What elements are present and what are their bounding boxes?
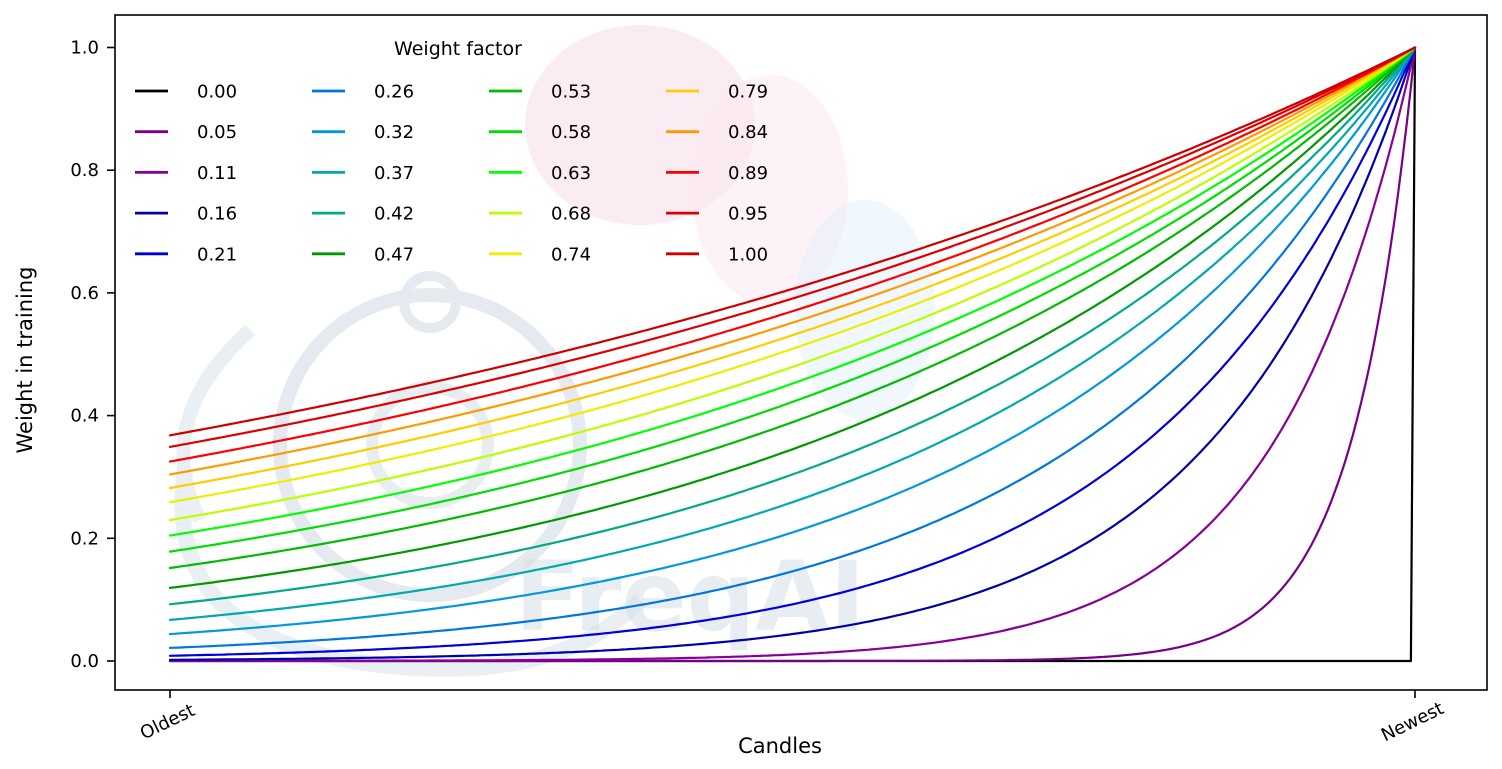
legend-label: 0.53 bbox=[551, 82, 591, 103]
legend-item: 0.89 bbox=[666, 163, 768, 184]
legend-label: 0.89 bbox=[728, 163, 768, 184]
legend-item: 0.05 bbox=[135, 122, 237, 143]
series-line-0.58 bbox=[168, 46, 1417, 553]
watermark-text: FreqAI bbox=[515, 541, 866, 653]
legend-item: 0.79 bbox=[666, 82, 768, 103]
x-axis-label: Candles bbox=[738, 734, 822, 758]
legend-label: 0.16 bbox=[197, 204, 237, 225]
watermark-petal-rose bbox=[692, 75, 848, 305]
watermark-logo-swirl bbox=[174, 468, 646, 677]
x-tick-label: Newest bbox=[1378, 698, 1447, 746]
legend-item: 0.32 bbox=[312, 122, 414, 143]
series-line-0.21 bbox=[168, 46, 1417, 657]
legend-item: 0.00 bbox=[135, 82, 237, 103]
legend-item: 0.16 bbox=[135, 204, 237, 225]
legend-label: 0.42 bbox=[374, 204, 414, 225]
y-tick-label: 0.0 bbox=[70, 651, 99, 672]
watermark-logo-head bbox=[273, 288, 587, 602]
legend-title: Weight factor bbox=[394, 38, 522, 60]
legend-item: 0.63 bbox=[489, 163, 591, 184]
curves-layer bbox=[168, 46, 1417, 663]
legend-items: 0.00 0.05 0.11 0.16 0.21 0.26 0.32 0.37 0.42 0.47… bbox=[135, 82, 768, 265]
x-tick-label: Oldest bbox=[137, 700, 198, 744]
legend-label: 0.84 bbox=[728, 122, 768, 143]
legend-item: 0.53 bbox=[489, 82, 591, 103]
legend-item: 0.42 bbox=[312, 204, 414, 225]
legend-label: 0.26 bbox=[374, 82, 414, 103]
series-line-0.47 bbox=[168, 46, 1417, 589]
legend-item: 0.11 bbox=[135, 163, 237, 184]
freqai-watermark: FreqAI bbox=[174, 25, 935, 677]
series-line-0.53 bbox=[168, 46, 1417, 570]
legend-label: 0.74 bbox=[551, 244, 591, 265]
legend-item: 0.26 bbox=[312, 82, 414, 103]
y-tick-label: 0.8 bbox=[70, 160, 99, 181]
legend-label: 0.58 bbox=[551, 122, 591, 143]
series-line-0.79 bbox=[168, 46, 1417, 490]
legend-label: 0.47 bbox=[374, 244, 414, 265]
legend-label: 0.32 bbox=[374, 122, 414, 143]
legend-item: 0.84 bbox=[666, 122, 768, 143]
series-line-0.63 bbox=[168, 46, 1417, 537]
legend-item: 1.00 bbox=[666, 244, 768, 265]
series-line-0.74 bbox=[168, 46, 1417, 504]
legend: Weight factor 0.000.050.110.160.210.260.… bbox=[135, 38, 768, 265]
series-line-1.00 bbox=[168, 46, 1417, 437]
y-axis-label: Weight in training bbox=[13, 266, 37, 453]
y-tick-label: 0.2 bbox=[70, 528, 99, 549]
y-axis-ticks: 0.0 0.2 0.4 0.6 0.8 1.0 bbox=[70, 38, 115, 672]
series-line-0.37 bbox=[168, 46, 1417, 621]
legend-item: 0.58 bbox=[489, 122, 591, 143]
legend-label: 0.63 bbox=[551, 163, 591, 184]
series-line-0.89 bbox=[168, 46, 1417, 463]
legend-item: 0.37 bbox=[312, 163, 414, 184]
legend-label: 0.79 bbox=[728, 82, 768, 103]
y-tick-label: 1.0 bbox=[70, 38, 99, 59]
legend-label: 0.68 bbox=[551, 204, 591, 225]
watermark-logo-crown bbox=[399, 271, 461, 333]
series-line-0.68 bbox=[168, 46, 1417, 522]
legend-label: 0.11 bbox=[197, 163, 237, 184]
y-tick-label: 0.4 bbox=[70, 406, 99, 427]
series-line-0.11 bbox=[168, 46, 1417, 662]
y-tick-label: 0.6 bbox=[70, 283, 99, 304]
legend-item: 0.95 bbox=[666, 204, 768, 225]
legend-label: 0.95 bbox=[728, 204, 768, 225]
series-line-0.26 bbox=[168, 46, 1417, 649]
legend-item: 0.74 bbox=[489, 244, 591, 265]
series-line-0.42 bbox=[168, 46, 1417, 606]
legend-label: 0.37 bbox=[374, 163, 414, 184]
legend-item: 0.21 bbox=[135, 244, 237, 265]
series-line-0.84 bbox=[168, 46, 1417, 476]
legend-label: 0.05 bbox=[197, 122, 237, 143]
legend-label: 0.21 bbox=[197, 244, 237, 265]
legend-label: 0.00 bbox=[197, 82, 237, 103]
watermark-logo-swirl-2 bbox=[176, 324, 255, 524]
series-line-0.32 bbox=[168, 46, 1417, 636]
legend-item: 0.47 bbox=[312, 244, 414, 265]
series-line-0.16 bbox=[168, 46, 1417, 661]
series-line-0.95 bbox=[168, 46, 1417, 448]
legend-label: 1.00 bbox=[728, 244, 768, 265]
plot-border bbox=[114, 14, 1488, 691]
legend-item: 0.68 bbox=[489, 204, 591, 225]
watermark-logo-eye bbox=[366, 381, 494, 509]
